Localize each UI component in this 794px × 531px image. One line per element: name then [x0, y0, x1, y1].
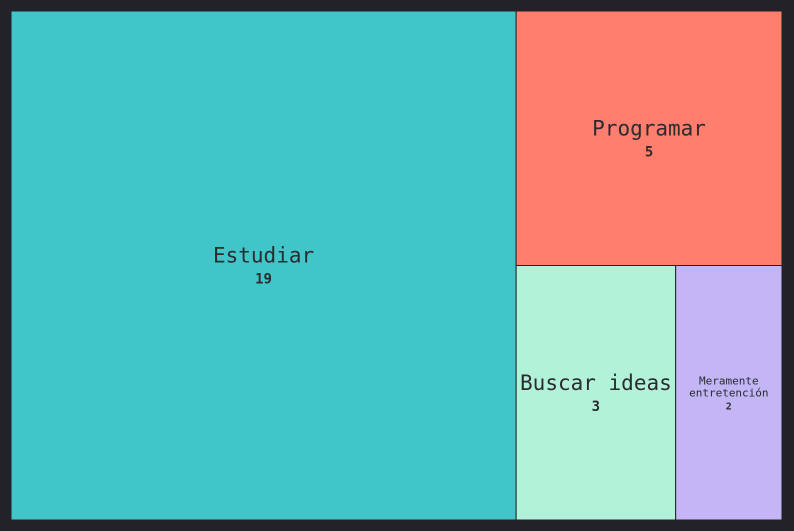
tile-label-programar: Programar [592, 116, 706, 140]
tile-buscar-ideas [515, 265, 677, 521]
tile-estudiar [10, 10, 517, 521]
tile-value-estudiar: 19 [255, 272, 272, 288]
tile-label-meramente-entretencion-line-2: entretención [689, 386, 768, 399]
tile-value-programar: 5 [645, 144, 653, 160]
tile-value-buscar-ideas: 3 [592, 399, 600, 415]
tile-label-buscar-ideas: Buscar ideas [520, 371, 672, 395]
tile-label-meramente-entretencion-line-1: Meramente [699, 374, 759, 387]
tile-label-estudiar: Estudiar [213, 244, 314, 268]
tile-programar [515, 10, 783, 266]
tile-meramente-entretencion [675, 265, 783, 521]
tile-value-meramente-entretencion: 2 [726, 401, 732, 412]
